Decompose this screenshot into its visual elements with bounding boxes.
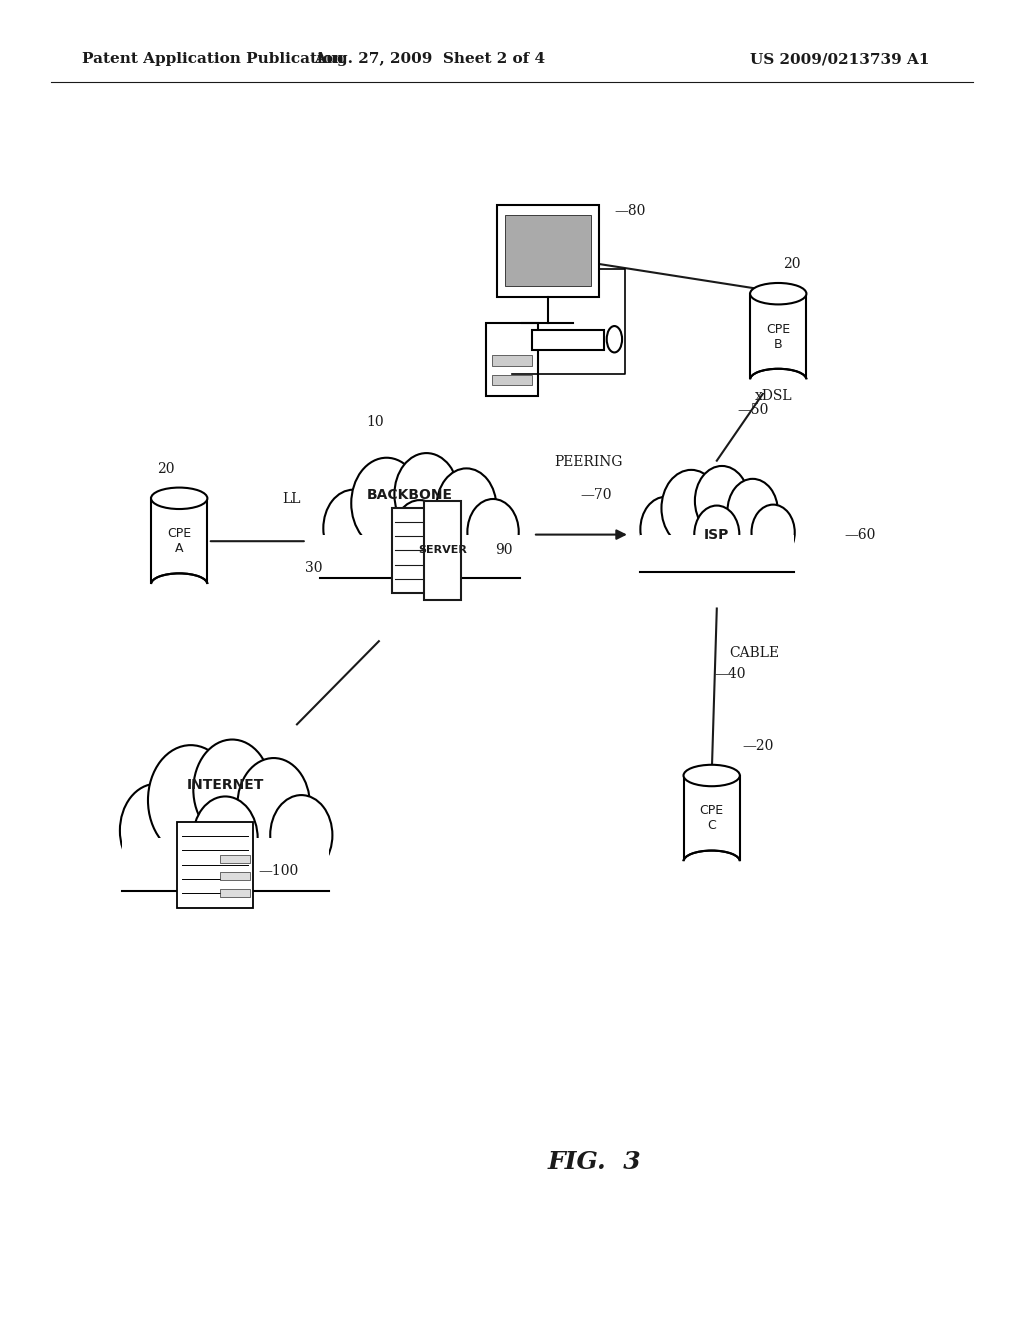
Circle shape <box>120 784 193 878</box>
Circle shape <box>695 466 749 536</box>
Text: INTERNET: INTERNET <box>186 779 264 792</box>
Text: CPE
A: CPE A <box>167 527 191 556</box>
Bar <box>176 821 254 908</box>
Text: 10: 10 <box>367 416 384 429</box>
Circle shape <box>351 458 422 549</box>
Bar <box>486 323 538 396</box>
Bar <box>122 838 329 891</box>
Text: FIG.  3: FIG. 3 <box>547 1150 641 1173</box>
Text: LL: LL <box>283 491 301 506</box>
Bar <box>145 583 213 598</box>
Bar <box>391 508 425 594</box>
Text: —100: —100 <box>258 865 299 878</box>
Bar <box>497 205 599 297</box>
Text: ISP: ISP <box>705 528 729 541</box>
Circle shape <box>727 479 778 544</box>
Ellipse shape <box>607 326 623 352</box>
Circle shape <box>436 469 497 545</box>
Text: —50: —50 <box>737 403 769 417</box>
Text: —70: —70 <box>581 488 612 503</box>
Circle shape <box>148 746 233 855</box>
Text: 30: 30 <box>305 561 323 576</box>
Bar <box>492 375 532 385</box>
Ellipse shape <box>152 487 207 510</box>
Circle shape <box>238 758 310 851</box>
Bar <box>684 776 739 861</box>
Text: —20: —20 <box>742 739 774 752</box>
Bar <box>319 535 520 578</box>
Bar <box>152 498 207 583</box>
Bar <box>424 502 461 599</box>
Text: —60: —60 <box>845 528 877 541</box>
Text: CABLE: CABLE <box>729 647 779 660</box>
Circle shape <box>194 739 271 840</box>
Circle shape <box>324 490 383 568</box>
Bar <box>640 535 794 572</box>
Text: SERVER: SERVER <box>419 545 467 556</box>
Circle shape <box>193 796 258 880</box>
Ellipse shape <box>684 850 739 873</box>
Circle shape <box>752 504 795 561</box>
Text: —40: —40 <box>715 667 746 681</box>
Bar <box>220 854 250 863</box>
Text: Aug. 27, 2009  Sheet 2 of 4: Aug. 27, 2009 Sheet 2 of 4 <box>314 53 546 66</box>
Text: 20: 20 <box>157 462 174 475</box>
Bar <box>220 871 250 880</box>
Ellipse shape <box>684 764 739 787</box>
Text: 20: 20 <box>783 257 801 271</box>
Ellipse shape <box>152 573 207 595</box>
Circle shape <box>393 500 446 569</box>
Text: CPE
C: CPE C <box>699 804 724 833</box>
Bar <box>220 888 250 898</box>
Text: Patent Application Publication: Patent Application Publication <box>82 53 344 66</box>
Text: —80: —80 <box>614 205 646 218</box>
Circle shape <box>662 470 721 546</box>
Circle shape <box>467 499 519 565</box>
Bar <box>750 293 807 380</box>
Text: BACKBONE: BACKBONE <box>367 488 453 502</box>
Circle shape <box>270 795 333 875</box>
Bar <box>745 380 811 393</box>
Text: xDSL: xDSL <box>755 389 793 403</box>
Bar <box>532 330 604 350</box>
Circle shape <box>394 453 459 536</box>
Text: US 2009/0213739 A1: US 2009/0213739 A1 <box>750 53 930 66</box>
Text: CPE
B: CPE B <box>766 322 791 351</box>
Bar <box>492 355 532 366</box>
Bar <box>505 215 591 286</box>
Circle shape <box>640 496 691 562</box>
Circle shape <box>694 506 739 564</box>
Text: 90: 90 <box>496 544 513 557</box>
Ellipse shape <box>750 368 807 391</box>
Bar <box>678 861 745 875</box>
Ellipse shape <box>750 282 807 305</box>
Text: PEERING: PEERING <box>555 454 623 469</box>
